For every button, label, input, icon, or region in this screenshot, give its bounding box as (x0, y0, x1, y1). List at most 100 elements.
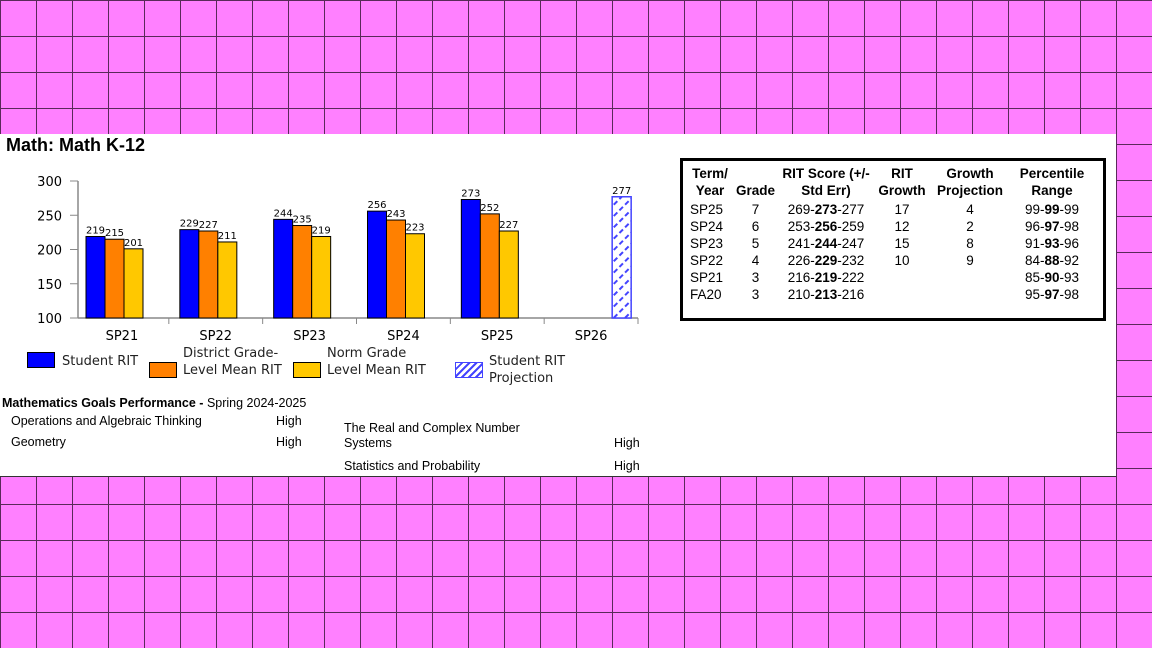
percentile-part: -92 (1059, 253, 1080, 268)
goal-level: High (614, 436, 640, 450)
rit-part: 256 (814, 219, 838, 234)
rit-cell: 241-244-247 (778, 235, 874, 252)
rit-part: 273 (814, 202, 838, 217)
percentile-part: -99 (1059, 202, 1080, 217)
score-table: Term/ Year Grade RIT Score (+/- Std Err) RI… (680, 158, 1106, 321)
growth-cell: 10 (874, 252, 930, 269)
term-cell: FA20 (690, 287, 722, 302)
percentile-part: 88 (1044, 253, 1060, 268)
value-label: 243 (386, 209, 405, 220)
percentile-cell: 84-88-92 (1010, 252, 1094, 269)
rit-part: 213 (814, 287, 838, 302)
percentile-part: -93 (1059, 270, 1080, 285)
legend-swatch (455, 362, 483, 378)
percentile-part: 99- (1025, 202, 1045, 217)
rit-part: 226- (787, 253, 815, 268)
value-label: 244 (274, 208, 293, 219)
rit-part: 269- (787, 202, 815, 217)
bar (367, 210, 387, 319)
bar (198, 230, 219, 319)
value-label: 256 (367, 200, 386, 211)
goal-level: High (276, 435, 302, 449)
rit-part: -222 (837, 270, 865, 285)
percentile-part: 96- (1025, 219, 1045, 234)
bar (479, 213, 500, 319)
growth-cell: 12 (874, 218, 930, 235)
term-cell: SP24 (690, 219, 724, 234)
legend-swatch (149, 362, 177, 378)
header-row: Term/ Year Grade RIT Score (+/- Std Err) RI… (687, 165, 1094, 201)
growth-cell (874, 269, 930, 286)
percentile-cell: 95-97-98 (1010, 286, 1094, 303)
legend-label: Student RIT Projection (489, 354, 566, 386)
bar (311, 235, 332, 319)
value-label: 211 (218, 231, 237, 242)
growth: 12 (894, 219, 910, 234)
percentile-part: -98 (1059, 219, 1080, 234)
value-label: 201 (124, 238, 143, 249)
bar (405, 233, 425, 319)
table-row: SP24 6 253-256-259 12 2 96-97-98 (687, 218, 1094, 235)
legend-swatch (293, 362, 321, 378)
rit-cell: 216-219-222 (778, 269, 874, 286)
percentile-part: 84- (1025, 253, 1045, 268)
value-label: 277 (612, 186, 631, 197)
column-header: Percentile Range (1019, 166, 1085, 198)
goal-name: Statistics and Probability (344, 459, 481, 473)
percentile-part: 93 (1044, 236, 1060, 251)
goals-title: Mathematics Goals Performance - (2, 396, 207, 410)
growth-cell: 17 (874, 201, 930, 218)
rit-cell: 226-229-232 (778, 252, 874, 269)
bar (386, 219, 406, 319)
term-cell: SP25 (690, 202, 724, 217)
column-header: Grade (736, 183, 776, 198)
rit-cell: 253-256-259 (778, 218, 874, 235)
grade-cell: 4 (751, 253, 760, 268)
bar (611, 196, 632, 319)
percentile-cell: 99-99-99 (1010, 201, 1094, 218)
percentile-part: -96 (1059, 236, 1080, 251)
rit-part: 241- (787, 236, 815, 251)
grade-cell: 7 (751, 202, 760, 217)
rit-part: -247 (837, 236, 865, 251)
projection: 9 (966, 253, 974, 268)
projection: 2 (966, 219, 974, 234)
value-label: 229 (180, 219, 199, 230)
table-row: SP23 5 241-244-247 15 8 91-93-96 (687, 235, 1094, 252)
x-tick-label: SP21 (106, 329, 139, 344)
term-cell: SP23 (690, 236, 724, 251)
percentile-cell: 96-97-98 (1010, 218, 1094, 235)
x-tick-label: SP24 (387, 329, 420, 344)
percentile-part: 91- (1025, 236, 1045, 251)
goal-name: Operations and Algebraic Thinking (11, 414, 202, 428)
grade-cell: 5 (751, 236, 760, 251)
projection-cell: 9 (930, 252, 1010, 269)
percentile-part: 97 (1044, 219, 1060, 234)
bar (104, 238, 125, 319)
bar (498, 230, 519, 319)
rit-part: -216 (837, 287, 865, 302)
term-cell: SP22 (690, 253, 724, 268)
goal-level: High (276, 414, 302, 428)
bar (460, 198, 481, 319)
percentile-part: 85- (1025, 270, 1045, 285)
value-label: 219 (312, 225, 331, 236)
rit-cell: 269-273-277 (778, 201, 874, 218)
bar (273, 218, 294, 319)
value-label: 227 (499, 220, 518, 231)
goal-name: The Real and Complex Number Systems (344, 421, 520, 450)
table-row: SP22 4 226-229-232 10 9 84-88-92 (687, 252, 1094, 269)
goals-section: Mathematics Goals Performance - Spring 2… (0, 394, 660, 474)
legend-label: Student RIT (62, 354, 139, 369)
x-tick-label: SP22 (199, 329, 232, 344)
term-cell: SP21 (690, 270, 724, 285)
legend-label: District Grade-Level Mean RIT (183, 346, 282, 378)
legend-label: Norm Grade Level Mean RIT (327, 346, 426, 378)
bar (85, 235, 106, 319)
rit-cell: 210-213-216 (778, 286, 874, 303)
table-row: SP25 7 269-273-277 17 4 99-99-99 (687, 201, 1094, 218)
percentile-part: 99 (1044, 202, 1060, 217)
growth-cell: 15 (874, 235, 930, 252)
goal-level: High (614, 459, 640, 473)
y-tick-label: 300 (37, 175, 62, 190)
